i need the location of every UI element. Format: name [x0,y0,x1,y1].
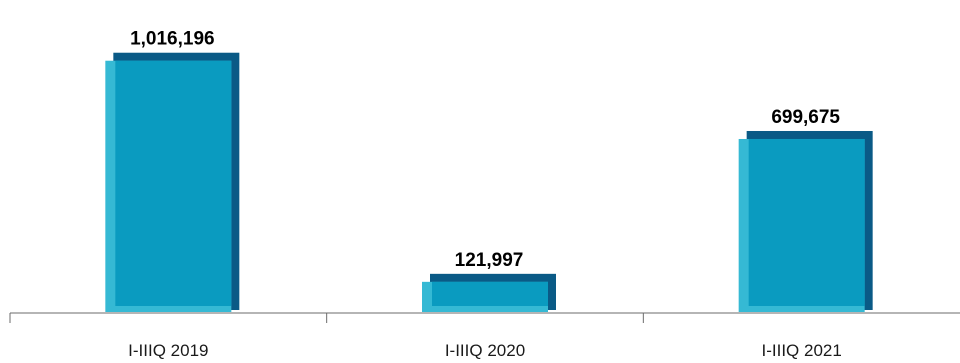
x-tick-label-2: I-IIIQ 2021 [762,341,842,360]
labels-layer: 1,016,196 I-IIIQ 2019 121,997 I-IIIQ 2020 69… [128,29,842,360]
bar-1 [432,281,548,306]
bar-2 [748,138,865,306]
data-label-0: 1,016,196 [130,29,215,50]
bar-0 [115,60,232,306]
x-tick-label-0: I-IIIQ 2019 [128,341,208,360]
x-tick-label-1: I-IIIQ 2020 [445,341,525,360]
bars-layer [105,52,873,312]
data-label-1: 121,997 [455,250,524,271]
x-axis-ticks [9,313,644,323]
data-label-2: 699,675 [771,107,840,128]
